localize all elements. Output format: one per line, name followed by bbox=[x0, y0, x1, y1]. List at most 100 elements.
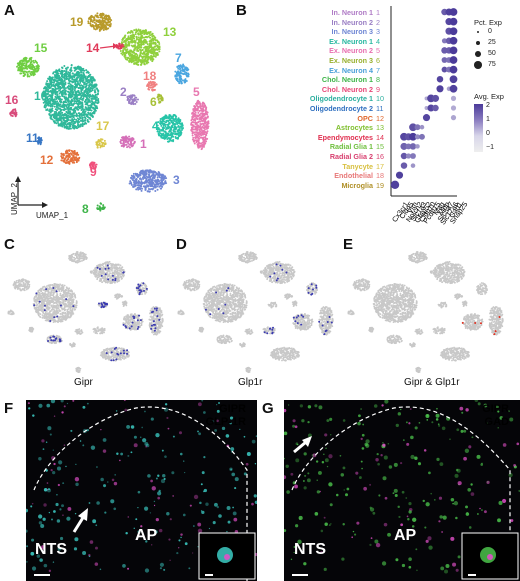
dotplot-dot bbox=[450, 95, 457, 101]
dotplot-row-label: Ex. Neuron 3 bbox=[329, 56, 373, 65]
umap-ylabel: UMAP_2 bbox=[10, 182, 19, 215]
feature-plot-glp1r bbox=[177, 251, 334, 374]
color-legend-tick: 0 bbox=[486, 130, 490, 137]
umap-cluster-label-15: 15 bbox=[34, 41, 48, 55]
dotplot-dot bbox=[400, 152, 408, 160]
dotplot-row-label: Microglia bbox=[341, 180, 373, 190]
micrograph-g-label-gipr: GIPR bbox=[482, 403, 509, 415]
feature-cluster-18 bbox=[114, 293, 124, 300]
dotplot-row-index: 2 bbox=[376, 17, 380, 27]
micrograph-gipr-gad bbox=[284, 400, 520, 581]
feature-cluster-1 bbox=[92, 326, 106, 335]
feature-cluster-16 bbox=[347, 309, 355, 316]
umap-xaxis-arrowhead bbox=[42, 202, 48, 208]
dotplot-row-index: 1 bbox=[376, 8, 380, 17]
feature-cluster-10 bbox=[32, 282, 78, 324]
feature-expr-5 bbox=[493, 316, 501, 336]
umap-cluster-16 bbox=[9, 108, 18, 118]
umap-cluster-label-16: 16 bbox=[5, 93, 19, 107]
umap-cluster-label-10: 10 bbox=[34, 89, 48, 103]
feature-cluster-10 bbox=[202, 282, 248, 324]
feature-cluster-3 bbox=[439, 346, 470, 362]
umap-cluster-label-4: 4 bbox=[152, 119, 159, 133]
umap-cluster-14 bbox=[115, 42, 125, 50]
feature-cluster-19 bbox=[408, 251, 428, 264]
umap-cluster-2 bbox=[126, 94, 139, 106]
feature-cluster-8 bbox=[245, 366, 252, 374]
size-legend-title: Pct. Exp bbox=[474, 18, 502, 27]
feature-cluster-1 bbox=[432, 326, 446, 335]
size-legend-tick: 25 bbox=[488, 39, 496, 46]
feature-cluster-6 bbox=[461, 300, 468, 308]
dotplot-row-index: 19 bbox=[376, 180, 384, 190]
feature-cluster-19 bbox=[68, 251, 88, 264]
umap-cluster-3 bbox=[128, 169, 168, 193]
size-legend-dot bbox=[476, 41, 480, 45]
dotplot-dot bbox=[449, 27, 458, 36]
feature-cluster-7 bbox=[476, 282, 488, 296]
feature-cluster-14 bbox=[259, 269, 268, 275]
feature-cluster-13 bbox=[262, 260, 296, 285]
feature-cluster-8 bbox=[75, 366, 82, 374]
feature-cluster-11 bbox=[28, 326, 35, 333]
feature-expr-13 bbox=[269, 263, 288, 282]
size-legend-tick: 50 bbox=[488, 50, 496, 57]
feature-expr-7 bbox=[135, 282, 148, 296]
panel-letter-e: E bbox=[343, 236, 354, 253]
feature-cluster-16 bbox=[7, 309, 15, 316]
panel-letter-a: A bbox=[4, 2, 15, 19]
dotplot-dot bbox=[415, 144, 420, 149]
dotplot-row-label: Radial Glia 1 bbox=[329, 142, 373, 152]
dotplot-row-index: 5 bbox=[376, 46, 380, 56]
dotplot-row-label: Ex. Neuron 4 bbox=[329, 65, 373, 75]
dotplot-row-label: Chol. Neuron 1 bbox=[321, 75, 373, 85]
panel-letter-g: G bbox=[262, 400, 274, 417]
micrograph-f-arrow bbox=[72, 515, 86, 533]
umap-cluster-11 bbox=[36, 136, 43, 146]
dotplot-dot bbox=[449, 56, 458, 64]
umap-cluster-13 bbox=[119, 28, 161, 66]
dotplot-row-label: Ependymocytes bbox=[317, 132, 373, 142]
color-legend-bar bbox=[474, 104, 483, 152]
umap-cluster-17 bbox=[95, 138, 107, 149]
dotplot-dot bbox=[449, 17, 458, 26]
dotplot-dot bbox=[450, 105, 457, 111]
feature-cluster-11 bbox=[368, 326, 375, 333]
umap-cluster-label-8: 8 bbox=[82, 202, 89, 216]
dotplot-row-index: 16 bbox=[376, 152, 384, 161]
panel-letter-d: D bbox=[176, 236, 187, 253]
feature-cluster-13 bbox=[432, 260, 466, 285]
feature-expr-5 bbox=[318, 316, 333, 336]
micrograph-ap-boundary bbox=[291, 406, 511, 581]
feature-expr-5 bbox=[150, 307, 161, 332]
feature-cluster-5 bbox=[318, 305, 334, 336]
feature-cluster-12 bbox=[386, 334, 403, 345]
feature-cluster-19 bbox=[238, 251, 258, 264]
umap-cluster-12 bbox=[60, 149, 81, 165]
feature-cluster-14 bbox=[429, 269, 438, 275]
feature-cluster-11 bbox=[198, 326, 205, 333]
dotplot-dot bbox=[432, 104, 439, 112]
dotplot-dot bbox=[441, 47, 448, 54]
panel-letter-c: C bbox=[4, 236, 15, 253]
micrograph-f-arrowhead bbox=[78, 508, 88, 521]
feature-expr-1 bbox=[263, 326, 275, 335]
umap-cluster-label-9: 9 bbox=[90, 165, 97, 179]
umap-yaxis-arrowhead bbox=[15, 176, 21, 182]
feature-expr-12 bbox=[47, 335, 62, 343]
micrograph-inset-cell-signal bbox=[487, 554, 493, 560]
micrograph-g-label-gad: GAD bbox=[484, 416, 509, 428]
umap-cluster-label-5: 5 bbox=[193, 85, 200, 99]
feature-cluster-18 bbox=[284, 293, 294, 300]
color-legend-tick: 1 bbox=[486, 116, 490, 123]
feature-cluster-6 bbox=[121, 300, 128, 308]
dotplot-dot bbox=[409, 132, 417, 141]
dotplot-dot bbox=[395, 171, 404, 179]
micrograph-ap-boundary bbox=[33, 406, 248, 581]
feature-expr-10 bbox=[204, 287, 230, 316]
dotplot-row-label: Oligodendrocyte 1 bbox=[309, 94, 373, 104]
dotplot-row-index: 15 bbox=[376, 142, 384, 152]
dotplot-row-index: 9 bbox=[376, 84, 380, 94]
dotplot-dot bbox=[422, 114, 431, 122]
